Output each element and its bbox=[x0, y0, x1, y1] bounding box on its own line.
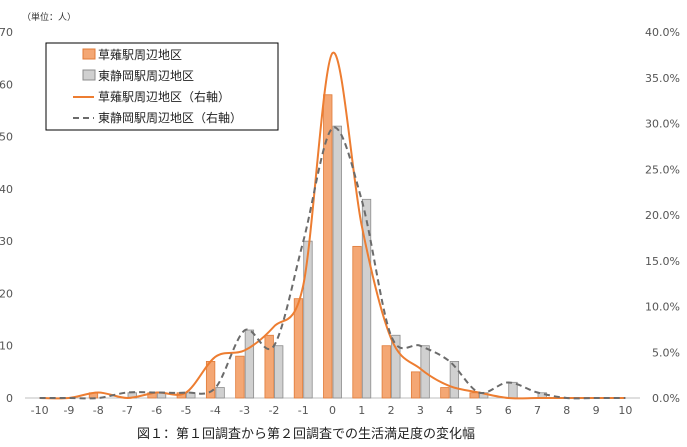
bar-higashi bbox=[274, 345, 284, 399]
y-right-tick-label: 20.0% bbox=[645, 209, 680, 222]
y-left-tick-label: 0 bbox=[6, 392, 13, 405]
legend-swatch-kusanagi-bar bbox=[82, 48, 96, 60]
x-axis: -10 -9 -8 -7 -6 -5 -4 -3 -2 -1 0 1 2 3 4 5 6 7 8 9 10 bbox=[25, 397, 640, 417]
bar-kusanagi bbox=[323, 94, 333, 399]
x-tick-label: -2 bbox=[268, 404, 279, 417]
left-y-axis: 0 10 20 30 40 50 60 70 bbox=[0, 26, 13, 405]
x-tick-label: -8 bbox=[93, 404, 104, 417]
bar-kusanagi bbox=[235, 355, 245, 399]
bar-kusanagi bbox=[440, 387, 450, 399]
legend-label-kusanagi-bar: 草薙駅周辺地区 bbox=[98, 48, 182, 62]
bar-kusanagi bbox=[352, 245, 362, 399]
y-left-tick-label: 30 bbox=[0, 235, 13, 248]
x-tick-label: -4 bbox=[210, 404, 221, 417]
bar-kusanagi bbox=[293, 298, 304, 399]
line-kusanagi bbox=[39, 52, 626, 400]
y-left-tick-label: 10 bbox=[0, 340, 13, 353]
legend-label-kusanagi-line: 草薙駅周辺地区（右軸） bbox=[98, 89, 230, 104]
y-left-tick-label: 60 bbox=[0, 78, 13, 91]
bar-higashi bbox=[215, 387, 225, 399]
bar-kusanagi bbox=[410, 371, 421, 399]
x-tick-label: -7 bbox=[122, 404, 133, 417]
x-tick-label: 8 bbox=[563, 404, 570, 417]
x-tick-label: 0 bbox=[329, 404, 336, 417]
lines-layer bbox=[39, 52, 626, 400]
legend-label-higashi-line: 東静岡駅周辺地区（右軸） bbox=[98, 110, 242, 125]
bar-higashi bbox=[332, 125, 342, 399]
x-tick-label: 2 bbox=[388, 404, 395, 417]
bar-higashi bbox=[361, 198, 372, 399]
y-right-tick-label: 35.0% bbox=[645, 72, 680, 85]
x-tick-label: -10 bbox=[31, 404, 49, 417]
y-left-tick-label: 50 bbox=[0, 131, 13, 144]
bar-kusanagi bbox=[469, 392, 479, 399]
y-right-tick-label: 15.0% bbox=[645, 255, 680, 268]
x-tick-label: 4 bbox=[446, 404, 453, 417]
y-left-tick-label: 20 bbox=[0, 287, 13, 300]
x-tick-label: 7 bbox=[534, 404, 541, 417]
x-tick-label: -1 bbox=[298, 404, 309, 417]
x-tick-label: 5 bbox=[475, 404, 482, 417]
x-tick-label: -5 bbox=[181, 404, 192, 417]
line-higashi bbox=[39, 126, 626, 400]
x-tick-label: -6 bbox=[151, 404, 162, 417]
x-tick-label: 1 bbox=[358, 404, 365, 417]
bar-higashi bbox=[244, 329, 255, 399]
x-tick-label: 6 bbox=[505, 404, 512, 417]
y-right-tick-label: 10.0% bbox=[645, 301, 680, 314]
x-tick-label: 3 bbox=[417, 404, 424, 417]
y-left-tick-label: 40 bbox=[0, 183, 13, 196]
right-y-axis: 0.0% 5.0% 10.0% 15.0% 20.0% 25.0% 30.0% 35.0% 40… bbox=[645, 26, 680, 405]
legend: 草薙駅周辺地区 東静岡駅周辺地区 草薙駅周辺地区（右軸） 東静岡駅周辺地区（右軸… bbox=[45, 42, 279, 131]
y-right-tick-label: 30.0% bbox=[645, 118, 680, 131]
y-right-tick-label: 40.0% bbox=[645, 26, 680, 39]
legend-swatch-higashi-bar bbox=[82, 69, 96, 81]
bars-layer bbox=[88, 94, 547, 399]
y-left-tick-label: 70 bbox=[0, 26, 13, 39]
x-tick-label: 10 bbox=[618, 404, 632, 417]
bar-higashi bbox=[391, 334, 401, 399]
bar-kusanagi bbox=[264, 334, 274, 399]
chart-caption: 図１：第１回調査から第２回調査での生活満足度の変化幅 bbox=[137, 426, 475, 442]
y-right-tick-label: 5.0% bbox=[652, 346, 680, 359]
x-tick-label: -3 bbox=[239, 404, 250, 417]
legend-label-higashi-bar: 東静岡駅周辺地区 bbox=[98, 69, 194, 83]
x-tick-label: 9 bbox=[593, 404, 600, 417]
unit-label: （単位：人） bbox=[22, 11, 76, 23]
y-right-tick-label: 0.0% bbox=[652, 392, 680, 405]
bar-higashi bbox=[303, 240, 313, 399]
bar-kusanagi bbox=[381, 345, 391, 399]
y-right-tick-label: 25.0% bbox=[645, 163, 680, 176]
bar-higashi bbox=[449, 360, 460, 399]
x-tick-label: -9 bbox=[63, 404, 74, 417]
